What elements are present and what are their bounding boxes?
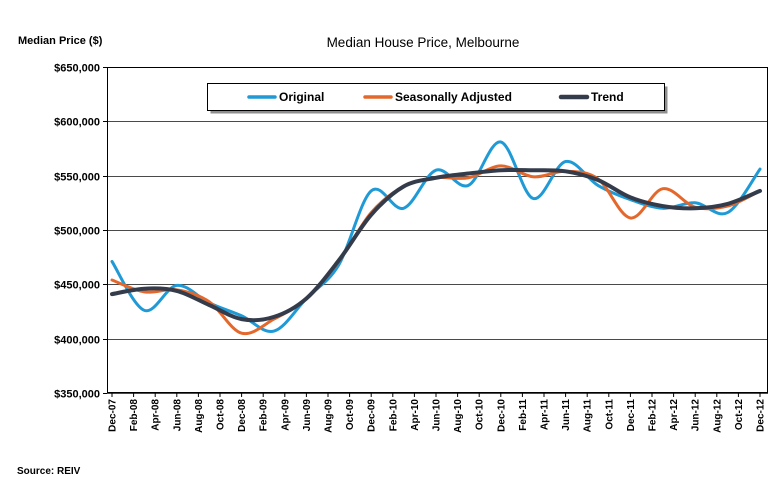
y-tick-label: $550,000	[54, 172, 100, 184]
x-tick-label: Feb-08	[129, 399, 140, 432]
x-tick-label: Jun-12	[691, 399, 702, 432]
x-tick-label: Dec-12	[756, 399, 767, 432]
y-tick-label: $650,000	[54, 63, 100, 75]
x-tick-label: Aug-09	[324, 399, 335, 433]
legend-label: Trend	[591, 90, 624, 104]
y-tick-label: $500,000	[54, 226, 100, 238]
x-tick-label: Dec-08	[237, 399, 248, 432]
y-tick-label: $400,000	[54, 335, 100, 347]
x-tick-label: Apr-10	[410, 399, 421, 431]
x-tick-label: Feb-12	[648, 399, 659, 432]
x-tick-label: Aug-08	[194, 399, 205, 433]
x-tick-label: Dec-11	[626, 399, 637, 432]
x-tick-label: Jun-09	[302, 399, 313, 432]
x-tick-label: Jun-11	[561, 399, 572, 431]
x-tick-label: Dec-10	[496, 399, 507, 432]
x-tick-label: Feb-09	[259, 399, 270, 432]
source-note: Source: REIV	[17, 466, 81, 477]
legend-label: Original	[279, 90, 324, 104]
y-tick-label: $350,000	[54, 389, 100, 401]
x-tick-label: Oct-11	[604, 399, 615, 430]
y-tick-label: $450,000	[54, 280, 100, 292]
legend: Original Seasonally Adjusted Trend	[207, 83, 668, 114]
x-tick-label: Feb-11	[518, 399, 529, 431]
x-tick-label: Apr-12	[669, 399, 680, 431]
x-tick-label: Aug-10	[453, 399, 464, 433]
x-tick-label: Aug-12	[712, 399, 723, 433]
legend-item-seasonally-adjusted: Seasonally Adjusted	[363, 90, 512, 104]
x-tick-label: Oct-12	[734, 399, 745, 431]
legend-item-trend: Trend	[558, 90, 624, 104]
x-axis: Dec-07 Feb-08 Apr-08 Jun-08 Aug-08 Oct-08 Dec-…	[108, 393, 767, 433]
x-tick-label: Aug-11	[583, 399, 594, 433]
x-tick-label: Apr-08	[151, 399, 162, 431]
chart-title: Median House Price, Melbourne	[327, 35, 520, 50]
y-tick-label: $600,000	[54, 117, 100, 129]
x-tick-label: Oct-08	[216, 399, 227, 431]
legend-label: Seasonally Adjusted	[395, 90, 512, 104]
x-tick-label: Dec-09	[367, 399, 378, 432]
series-lines	[110, 140, 762, 336]
plot-border	[107, 67, 768, 393]
series-line-trend	[110, 167, 762, 323]
y-axis-label: Median Price ($)	[18, 35, 103, 47]
x-tick-label: Jun-10	[432, 399, 443, 432]
x-tick-label: Feb-10	[388, 399, 399, 432]
x-tick-label: Oct-10	[475, 399, 486, 431]
legend-item-original: Original	[247, 90, 324, 104]
x-tick-label: Jun-08	[172, 399, 183, 432]
x-tick-label: Apr-09	[280, 399, 291, 431]
series-line-original	[110, 140, 762, 333]
y-axis: $350,000 $400,000 $450,000 $500,000 $550,000…	[54, 63, 107, 401]
x-tick-label: Oct-09	[345, 399, 356, 431]
x-tick-label: Dec-07	[108, 399, 119, 432]
x-tick-label: Apr-11	[540, 399, 551, 431]
